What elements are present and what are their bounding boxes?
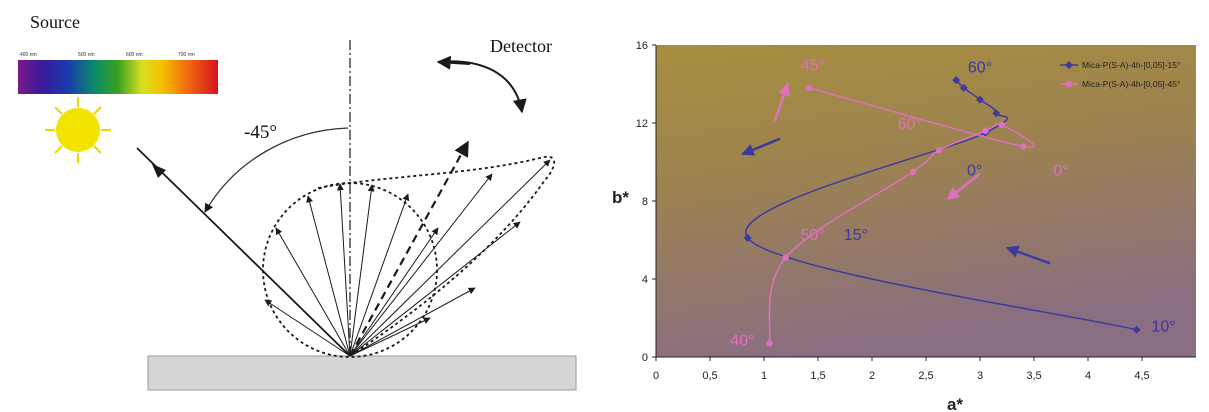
specular-reflection-lobe bbox=[317, 155, 556, 357]
data-point bbox=[998, 121, 1005, 129]
data-point bbox=[806, 84, 813, 92]
series-line bbox=[768, 87, 1035, 344]
x-tick-label: 0,5 bbox=[702, 370, 717, 382]
x-tick-label: 1 bbox=[761, 370, 767, 382]
data-point bbox=[743, 234, 752, 243]
direction-arrow bbox=[946, 172, 981, 201]
detector-motion-arrow bbox=[437, 60, 527, 114]
spectrum-tick: 400 nm bbox=[20, 52, 37, 58]
angle-label: -45° bbox=[244, 122, 277, 143]
angle-label: 50° bbox=[800, 227, 824, 244]
data-point bbox=[766, 340, 773, 347]
y-tick-label: 0 bbox=[642, 352, 648, 364]
data-point bbox=[992, 109, 1001, 118]
visible-spectrum bbox=[18, 60, 218, 94]
spectrum-tick: 700 nm bbox=[178, 52, 195, 58]
angle-label: 0° bbox=[967, 163, 982, 180]
source-label: Source bbox=[30, 12, 80, 32]
substrate bbox=[147, 355, 577, 391]
x-tick-label: 3,5 bbox=[1026, 370, 1041, 382]
reflected-rays bbox=[264, 159, 551, 357]
y-tick-label: 4 bbox=[642, 274, 648, 286]
y-tick-label: 16 bbox=[636, 40, 648, 52]
series-layer bbox=[741, 76, 1141, 347]
x-tick-label: 2,5 bbox=[918, 370, 933, 382]
data-point bbox=[976, 95, 984, 104]
legend: Mica-P(S-A)-4h-[0,05]-15° Mica-P(S-A)-4h-… bbox=[1060, 60, 1180, 89]
legend-marker bbox=[1065, 80, 1073, 88]
y-tick-label: 8 bbox=[642, 196, 648, 208]
data-point bbox=[959, 83, 968, 92]
data-point bbox=[909, 168, 917, 175]
angle-label: 60° bbox=[968, 59, 992, 76]
data-point bbox=[952, 76, 961, 85]
x-tick-label: 3 bbox=[977, 370, 983, 382]
x-tick-label: 1,5 bbox=[810, 370, 825, 382]
spectrum-bar: 400 nm 500 nm 600 nm 700 nm bbox=[18, 52, 218, 94]
angle-arc bbox=[204, 127, 349, 213]
measurement-diagram: Source bbox=[18, 12, 577, 391]
data-point bbox=[1132, 325, 1141, 334]
data-point bbox=[782, 254, 789, 261]
y-tick-label: 12 bbox=[636, 118, 648, 130]
legend-marker bbox=[1065, 61, 1073, 69]
specular-direction-arrow bbox=[349, 140, 469, 357]
data-point bbox=[1020, 143, 1027, 150]
direction-arrow bbox=[741, 137, 781, 156]
spectrum-tick: 600 nm bbox=[126, 52, 143, 58]
y-axis-label: b* bbox=[612, 188, 629, 207]
plot-area bbox=[656, 45, 1196, 357]
angle-label: 15° bbox=[844, 227, 868, 244]
x-tick-label: 4 bbox=[1085, 370, 1091, 382]
axes: 0 0,5 1 1,5 2 2,5 3 3,5 4 4,5 0 4 8 12 16 bbox=[636, 40, 1196, 382]
data-point bbox=[935, 147, 943, 154]
detector-label: Detector bbox=[490, 36, 552, 56]
direction-arrow bbox=[1005, 245, 1051, 265]
direction-arrow bbox=[773, 82, 790, 122]
angle-label: 60° bbox=[898, 116, 922, 133]
x-tick-label: 4,5 bbox=[1134, 370, 1149, 382]
color-trajectory-chart: 0 0,5 1 1,5 2 2,5 3 3,5 4 4,5 0 4 8 12 16 10° 15° 0° 60° 4… bbox=[612, 40, 1196, 412]
x-tick-label: 2 bbox=[869, 370, 875, 382]
detector-motion-arrow bbox=[436, 55, 471, 70]
legend-entry: Mica-P(S-A)-4h-[0,05]-15° bbox=[1082, 60, 1180, 70]
angle-label: 40° bbox=[730, 332, 754, 349]
angle-label: 0° bbox=[1053, 163, 1068, 180]
legend-entry: Mica-P(S-A)-4h-[0,05]-45° bbox=[1082, 79, 1180, 89]
spectrum-tick: 500 nm bbox=[78, 52, 95, 58]
incident-beam bbox=[136, 147, 351, 357]
angle-label: 45° bbox=[800, 57, 824, 74]
incident-beam-arrowhead bbox=[152, 164, 166, 178]
data-point bbox=[982, 127, 989, 134]
angle-label: 10° bbox=[1151, 319, 1175, 336]
sun-icon bbox=[45, 97, 111, 163]
x-tick-label: 0 bbox=[653, 370, 659, 382]
angle-labels: 10° 15° 0° 60° 40° 50° 60° 0° 45° bbox=[730, 57, 1175, 349]
x-axis-label: a* bbox=[947, 395, 963, 412]
